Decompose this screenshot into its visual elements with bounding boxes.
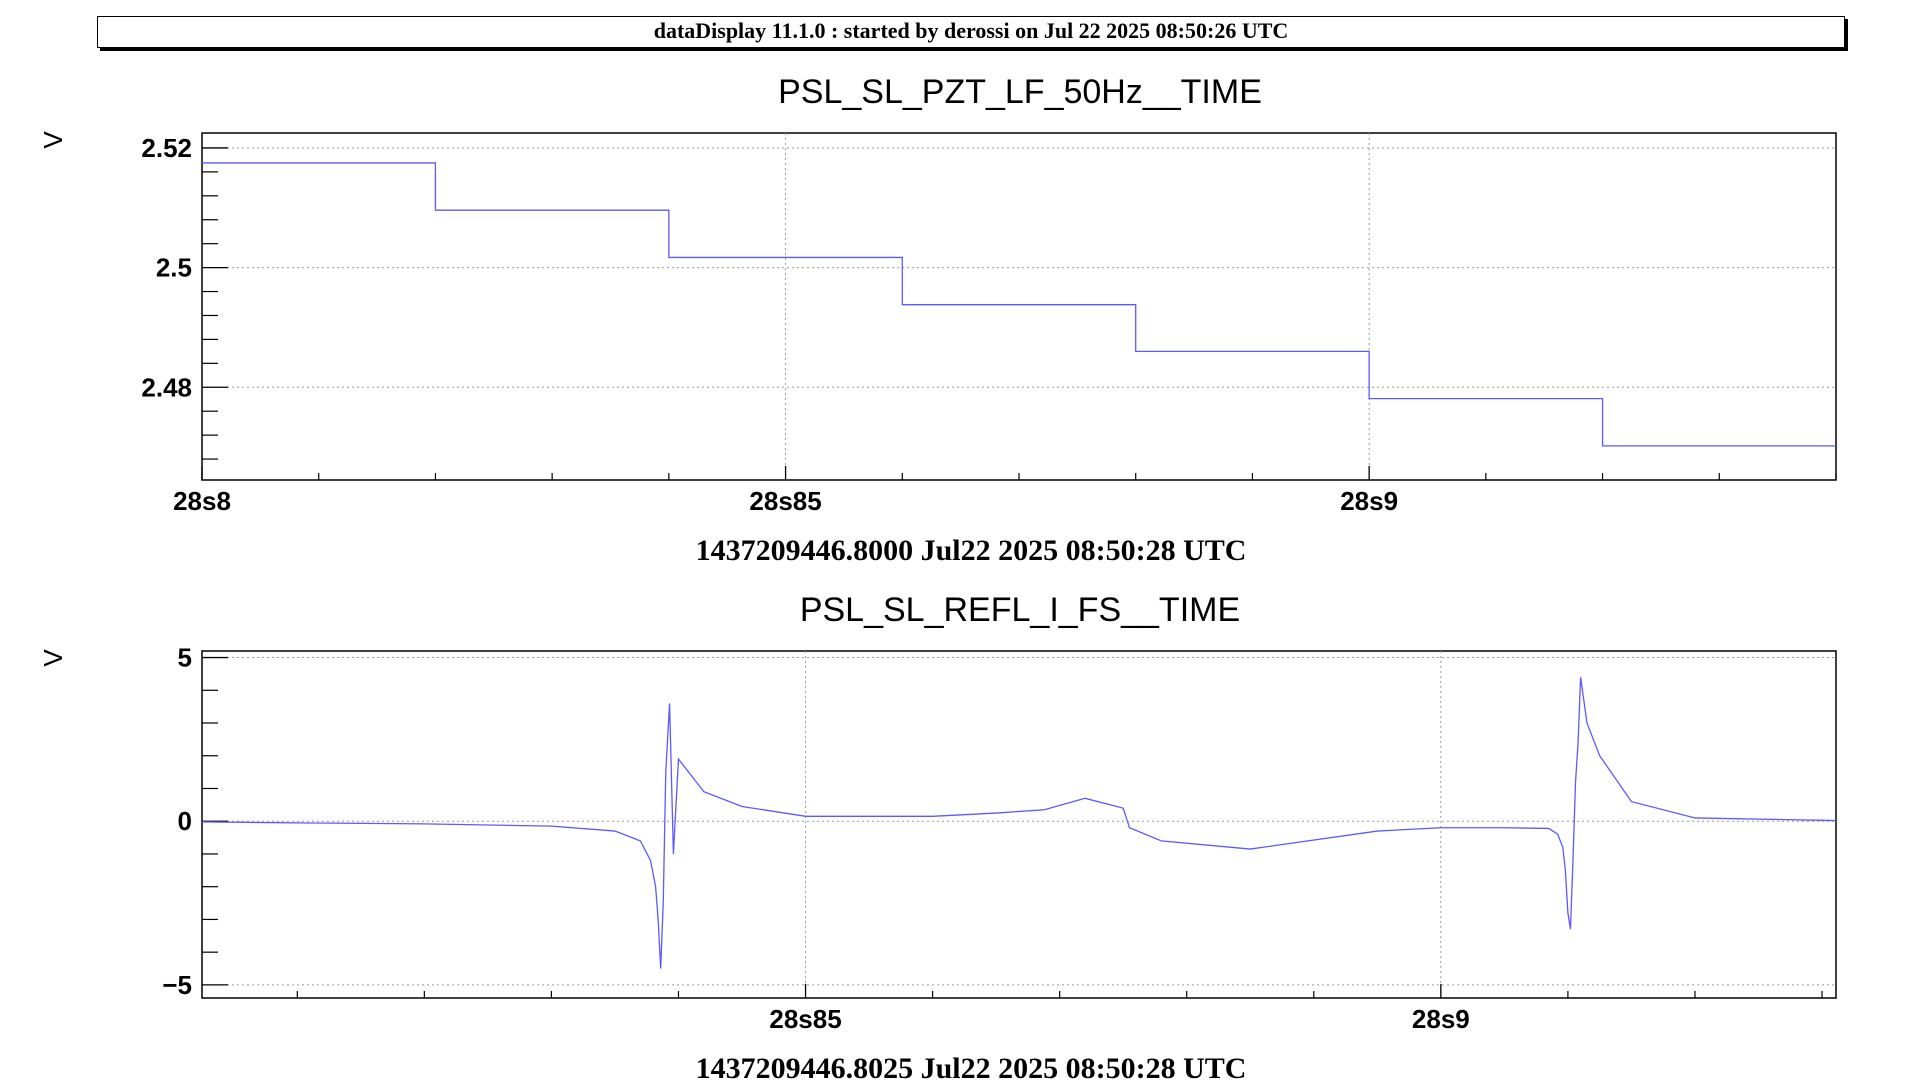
header-bar bbox=[97, 16, 1845, 48]
x-tick-label: 28s9 bbox=[1412, 1004, 1470, 1034]
y-axis-label: V bbox=[38, 131, 68, 149]
series-line bbox=[201, 677, 1837, 969]
y-tick-label: −5 bbox=[162, 970, 192, 1000]
axis-ticks bbox=[202, 656, 1823, 998]
chart-title: PSL_SL_PZT_LF_50Hz__TIME bbox=[778, 73, 1262, 111]
tick-labels: 2.48 2.5 2.52 28s8 28s85 28s9 bbox=[141, 133, 1398, 516]
chart-panel-2: PSL_SL_REFL_I_FS__TIME V −5 0 5 28s85 28s9 1… bbox=[38, 591, 1837, 1085]
y-tick-label: 2.52 bbox=[141, 133, 192, 163]
y-axis-label: V bbox=[38, 649, 68, 667]
chart-panel-1: PSL_SL_PZT_LF_50Hz__TIME V 2.48 2.5 2.52 28… bbox=[38, 73, 1837, 567]
x-tick-label: 28s85 bbox=[769, 1004, 841, 1034]
tick-labels: −5 0 5 28s85 28s9 bbox=[162, 643, 1469, 1034]
header-title: dataDisplay 11.1.0 : started by derossi … bbox=[654, 18, 1289, 43]
x-axis-label: 1437209446.8025 Jul22 2025 08:50:28 UTC bbox=[696, 1052, 1247, 1085]
x-axis-label: 1437209446.8000 Jul22 2025 08:50:28 UTC bbox=[696, 534, 1247, 567]
plot-frame bbox=[201, 650, 1837, 999]
plot-frame bbox=[201, 132, 1837, 481]
gridlines bbox=[202, 651, 1836, 998]
y-tick-label: 2.5 bbox=[156, 253, 192, 283]
y-tick-label: 5 bbox=[178, 643, 192, 673]
x-tick-label: 28s8 bbox=[173, 486, 231, 516]
chart-title: PSL_SL_REFL_I_FS__TIME bbox=[800, 591, 1240, 629]
series-line bbox=[202, 162, 1836, 447]
y-tick-label: 2.48 bbox=[141, 372, 192, 402]
x-tick-label: 28s85 bbox=[749, 486, 821, 516]
axis-ticks bbox=[201, 147, 1837, 480]
y-tick-label: 0 bbox=[178, 806, 192, 836]
gridlines bbox=[202, 133, 1836, 480]
x-tick-label: 28s9 bbox=[1340, 486, 1398, 516]
